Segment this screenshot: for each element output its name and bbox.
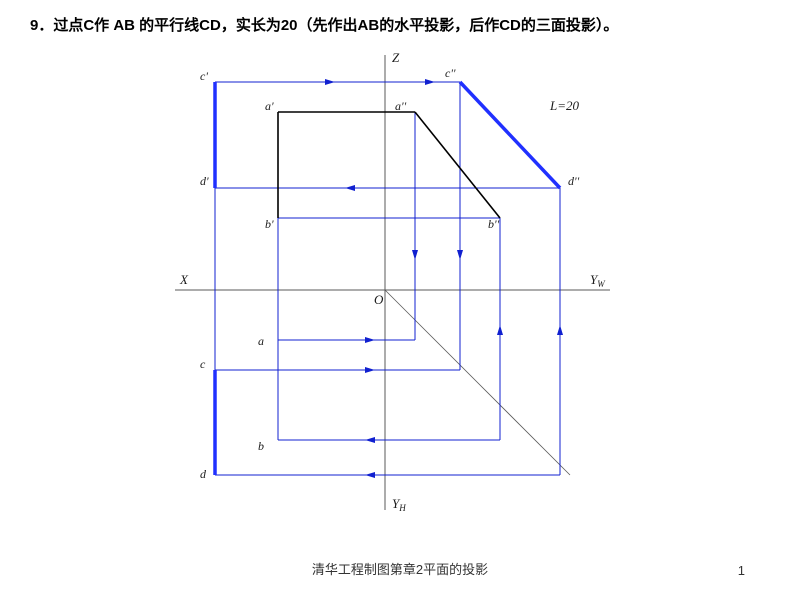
svg-text:Z: Z bbox=[392, 50, 400, 65]
footer-text: 清华工程制图第章2平面的投影 bbox=[0, 559, 800, 578]
svg-text:c: c bbox=[200, 357, 206, 371]
svg-text:b'': b'' bbox=[488, 217, 500, 231]
svg-text:b': b' bbox=[265, 217, 274, 231]
svg-text:YW: YW bbox=[590, 272, 606, 289]
svg-text:d: d bbox=[200, 467, 207, 481]
svg-text:a: a bbox=[258, 334, 264, 348]
svg-text:c': c' bbox=[200, 69, 208, 83]
svg-text:a'': a'' bbox=[395, 99, 407, 113]
svg-text:c'': c'' bbox=[445, 66, 456, 80]
svg-text:O: O bbox=[374, 292, 384, 307]
projection-diagram: X YW Z YH O L=20 c' d' a' b' a'' b'' c'' d'' a c b d bbox=[170, 50, 630, 520]
svg-text:a': a' bbox=[265, 99, 274, 113]
svg-text:d': d' bbox=[200, 174, 209, 188]
svg-text:d'': d'' bbox=[568, 174, 580, 188]
svg-text:L=20: L=20 bbox=[549, 98, 580, 113]
svg-text:YH: YH bbox=[392, 496, 406, 513]
problem-title: 9．过点C作 AB 的平行线CD，实长为20（先作出AB的水平投影，后作CD的三… bbox=[30, 14, 618, 35]
page-number: 1 bbox=[738, 563, 745, 578]
svg-text:X: X bbox=[179, 272, 189, 287]
svg-text:b: b bbox=[258, 439, 264, 453]
